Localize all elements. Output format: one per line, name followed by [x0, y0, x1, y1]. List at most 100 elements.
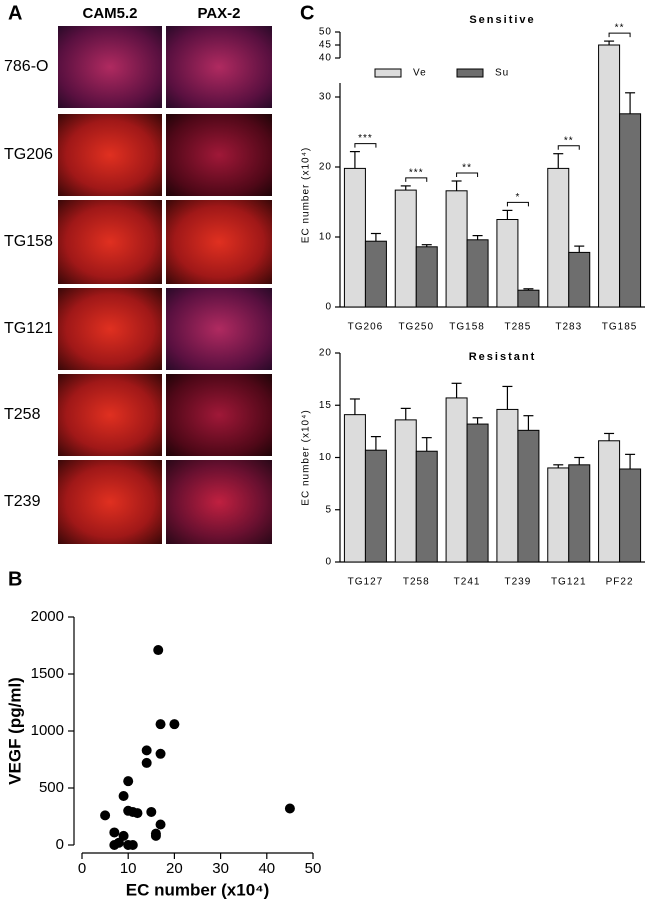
y-tick-label: 500: [39, 779, 64, 796]
legend-label: Ve: [413, 68, 427, 79]
micrograph: [58, 200, 162, 284]
y-tick-label: 45: [319, 40, 332, 51]
row-label: T239: [4, 493, 41, 510]
row-label: TG158: [4, 233, 53, 250]
x-tick-label: 20: [166, 860, 183, 877]
data-point: [132, 808, 143, 819]
micrograph: [58, 114, 162, 196]
bar: [445, 190, 468, 308]
bar: [415, 246, 438, 308]
bar: [394, 419, 417, 563]
y-tick-label: 30: [319, 92, 332, 103]
bar: [466, 239, 489, 308]
y-tick-label: 50: [319, 27, 332, 38]
bar: [517, 289, 540, 308]
bar: [568, 251, 591, 308]
bar: [394, 189, 417, 308]
bar: [364, 240, 387, 308]
y-axis-label: EC number (x10⁴): [301, 147, 312, 243]
chart-title: Resistant: [469, 351, 537, 363]
data-point: [155, 748, 166, 759]
x-tick-label: TG250: [398, 322, 434, 333]
legend-label: Su: [495, 68, 509, 79]
bar: [496, 219, 519, 308]
x-tick-label: 40: [258, 860, 275, 877]
x-tick-label: TG185: [602, 322, 638, 333]
y-tick-label: 10: [319, 452, 332, 463]
bar: [598, 440, 621, 563]
x-tick-label: T239: [505, 577, 532, 588]
data-point: [153, 645, 164, 656]
significance-bracket: [506, 201, 529, 207]
legend-swatch: [456, 68, 484, 78]
data-point: [127, 840, 138, 850]
x-tick-label: TG158: [449, 322, 485, 333]
bar: [343, 167, 366, 308]
significance-label: *: [515, 192, 520, 203]
row-label: T258: [4, 406, 41, 423]
row-label: TG206: [4, 146, 53, 163]
y-tick-label: 0: [325, 302, 332, 313]
bar: [619, 468, 642, 563]
data-point: [155, 819, 166, 830]
y-axis-label: EC number (x10⁴): [301, 409, 312, 505]
bar: [496, 408, 519, 563]
bar: [547, 167, 570, 308]
data-point: [141, 745, 152, 756]
micrograph: [58, 460, 162, 544]
data-point: [141, 757, 152, 768]
x-tick-label: 30: [212, 860, 229, 877]
significance-label: ***: [358, 133, 373, 144]
x-tick-label: TG121: [551, 577, 587, 588]
data-point: [100, 810, 111, 821]
significance-bracket: [405, 177, 428, 182]
y-tick-label: 15: [319, 400, 332, 411]
y-tick-label: 1000: [31, 722, 64, 739]
micrograph: [166, 460, 272, 544]
data-point: [118, 830, 129, 841]
x-tick-label: T283: [555, 322, 582, 333]
bar: [445, 397, 468, 563]
x-tick-label: T258: [403, 577, 430, 588]
data-point: [118, 790, 129, 801]
micrograph: [166, 114, 272, 196]
x-tick-label: 0: [78, 860, 86, 877]
significance-label: **: [615, 23, 625, 34]
y-tick-label: 0: [56, 836, 64, 853]
row-label: TG121: [4, 320, 53, 337]
significance-label: **: [462, 163, 472, 174]
bar: [415, 450, 438, 563]
micrograph: [166, 26, 272, 108]
y-tick-label: 1500: [31, 665, 64, 682]
micrograph-grid: [58, 26, 272, 544]
row-label: 786-O: [4, 58, 48, 75]
significance-bracket: [354, 143, 377, 148]
bar: [547, 467, 570, 563]
x-axis-label: EC number (x10⁴): [126, 880, 270, 899]
micrograph: [58, 374, 162, 456]
y-tick-label: 20: [319, 348, 332, 359]
micrograph: [166, 288, 272, 370]
legend-swatch: [374, 68, 402, 78]
y-tick-label: 2000: [31, 608, 64, 625]
bar: [364, 449, 387, 563]
data-point: [150, 828, 161, 839]
data-point: [109, 827, 120, 838]
micrograph: [58, 288, 162, 370]
column-label: CAM5.2: [82, 5, 137, 22]
y-tick-label: 5: [325, 504, 332, 515]
panel-label: A: [8, 2, 22, 24]
x-tick-label: TG206: [348, 322, 384, 333]
data-point: [155, 719, 166, 730]
micrograph: [166, 200, 272, 284]
data-point: [146, 806, 157, 817]
data-point: [284, 803, 295, 814]
y-tick-label: 0: [325, 557, 332, 568]
micrograph: [166, 374, 272, 456]
x-tick-label: 10: [120, 860, 137, 877]
x-tick-label: T241: [454, 577, 481, 588]
significance-label: ***: [409, 168, 424, 179]
bar: [568, 464, 591, 563]
bar: [598, 44, 621, 308]
